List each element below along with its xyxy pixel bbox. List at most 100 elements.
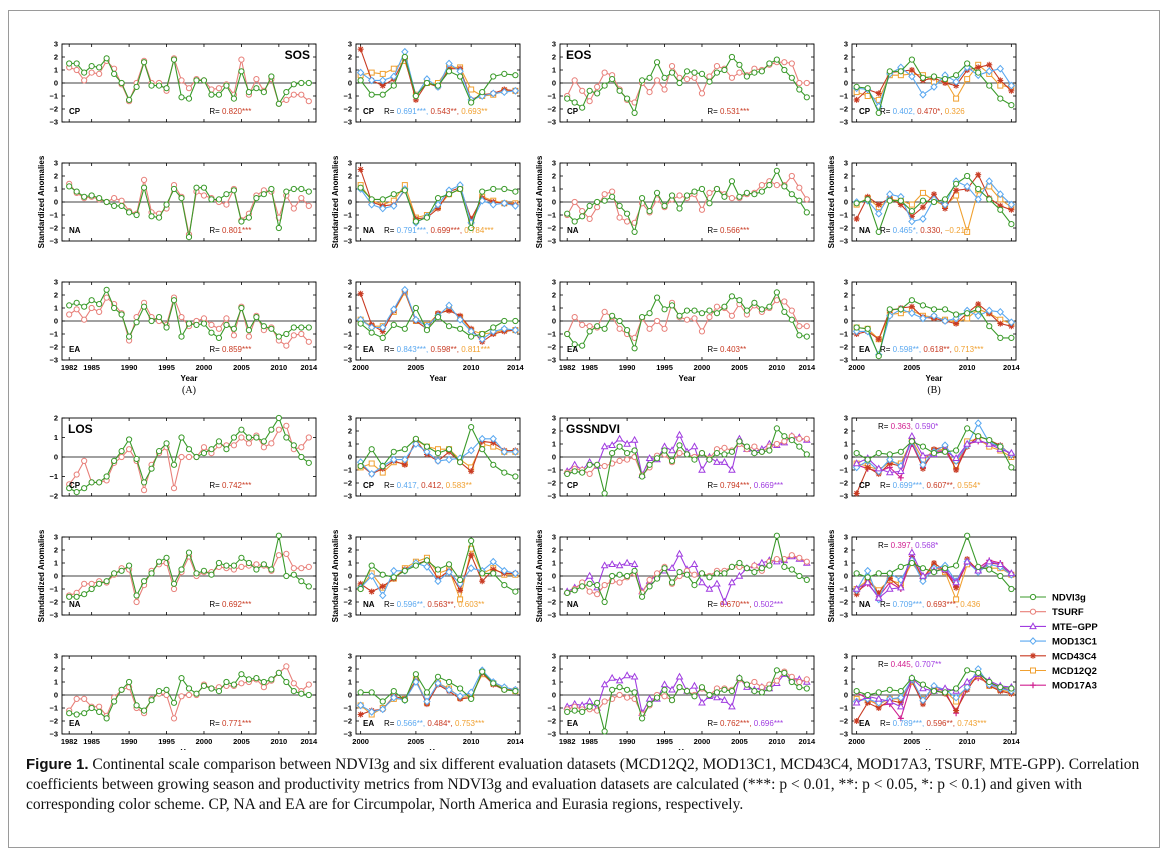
x-tick-label: 2005 xyxy=(904,363,921,372)
data-point xyxy=(691,571,698,578)
y-tick-label: 0 xyxy=(552,691,556,700)
data-point xyxy=(401,187,408,194)
data-point xyxy=(489,434,497,443)
data-point xyxy=(118,453,125,461)
data-point xyxy=(986,323,993,330)
data-point xyxy=(788,60,795,67)
data-point xyxy=(215,559,223,567)
data-point xyxy=(896,702,905,710)
data-point xyxy=(96,70,103,78)
data-point xyxy=(468,424,475,431)
data-point xyxy=(208,446,215,453)
y-tick-label: 0 xyxy=(552,317,556,326)
data-point xyxy=(646,325,653,332)
data-point xyxy=(73,299,80,306)
x-axis-label: Year xyxy=(926,374,943,383)
x-tick-label: 2010 xyxy=(769,363,786,372)
y-tick-label: −1 xyxy=(547,704,556,713)
data-point xyxy=(919,443,927,450)
data-point xyxy=(290,185,297,193)
data-point xyxy=(412,671,419,678)
data-point xyxy=(423,443,431,450)
chart-los-short: −3 −2 −1 0 1 2 3 CP R= 0.417, 0.412, 0.583** −3 −2… xyxy=(331,414,525,750)
data-point xyxy=(874,464,883,472)
y-tick-label: −2 xyxy=(547,479,556,488)
data-point xyxy=(721,570,728,577)
data-point xyxy=(623,450,631,457)
data-point xyxy=(118,567,125,574)
panel-gssndvi-ea: −3 −2 −1 0 1 2 3 2000 2005 2010 2014 Year EA R= 0.789… xyxy=(839,652,1020,750)
stat-prefix: R= xyxy=(384,226,397,235)
data-point xyxy=(457,587,464,594)
panel-eos-na: −3 −2 −1 0 1 2 3 Standardized Anomalies NA R= 0.4… xyxy=(827,155,1017,248)
data-point xyxy=(434,82,442,89)
x-tick-label: 2014 xyxy=(1003,737,1021,746)
data-point xyxy=(368,91,375,98)
caption-label: Figure 1. xyxy=(26,756,89,773)
data-point xyxy=(111,570,118,577)
stat-prefix: R= xyxy=(707,107,720,116)
panel-los-cp: −3 −2 −1 0 1 2 3 CP R= 0.417, 0.412, 0.583** xyxy=(343,414,521,501)
data-point xyxy=(178,314,185,321)
data-point xyxy=(661,74,668,81)
stat-value: 0.598**, xyxy=(430,345,461,354)
data-point xyxy=(616,571,623,578)
data-point xyxy=(81,316,88,323)
data-point xyxy=(170,715,178,722)
y-tick-label: 2 xyxy=(348,427,352,436)
data-point xyxy=(853,450,860,457)
data-point xyxy=(609,188,616,195)
data-point xyxy=(623,218,631,225)
data-point xyxy=(586,580,593,587)
region-label: CP xyxy=(363,481,375,490)
data-point xyxy=(215,91,223,98)
data-point xyxy=(698,570,706,577)
data-point xyxy=(215,688,223,695)
y-tick-label: −2 xyxy=(547,598,556,607)
panel-gssndvi-na: −3 −2 −1 0 1 2 3 Standardized Anomalies NA R= 0.7… xyxy=(827,529,1017,622)
series-ndvi3g xyxy=(357,53,519,106)
data-point xyxy=(500,447,508,456)
region-label: CP xyxy=(69,481,81,490)
data-point xyxy=(215,85,223,92)
stat-prefix: R= xyxy=(384,600,397,609)
data-point xyxy=(73,60,80,67)
data-point xyxy=(490,185,497,193)
data-point xyxy=(434,679,442,688)
data-point xyxy=(73,711,80,718)
y-tick-label: −3 xyxy=(839,237,848,246)
x-tick-label: 1982 xyxy=(559,737,576,746)
y-tick-label: 1 xyxy=(552,678,556,687)
data-point xyxy=(668,579,676,586)
data-point xyxy=(260,444,267,451)
data-point xyxy=(690,442,699,450)
x-tick-label: 2000 xyxy=(352,737,369,746)
data-point xyxy=(594,699,601,706)
panel-label: (A) xyxy=(182,385,196,396)
stat-value: 0.709***, xyxy=(893,600,927,609)
data-point xyxy=(133,83,140,91)
data-point xyxy=(445,568,453,577)
stat-value: 0.618**, xyxy=(923,345,954,354)
data-point xyxy=(155,214,163,221)
data-point xyxy=(997,202,1004,209)
data-point xyxy=(919,74,927,81)
y-tick-label: 3 xyxy=(844,40,848,49)
data-point xyxy=(1007,200,1016,209)
y-tick-label: −3 xyxy=(839,730,848,739)
stat-value: 0.843***, xyxy=(397,345,431,354)
data-point xyxy=(268,325,275,332)
data-point xyxy=(357,585,364,593)
data-point xyxy=(290,91,297,98)
data-point xyxy=(751,450,758,457)
data-point xyxy=(208,91,215,98)
data-point xyxy=(253,85,260,92)
data-point xyxy=(713,689,721,696)
data-point xyxy=(223,315,230,322)
stat-value: 0.699***, xyxy=(893,481,927,490)
data-point xyxy=(571,99,578,106)
data-point xyxy=(586,202,593,209)
data-point xyxy=(609,450,616,457)
stat-value: 0.820*** xyxy=(222,107,251,116)
data-point xyxy=(564,708,571,716)
